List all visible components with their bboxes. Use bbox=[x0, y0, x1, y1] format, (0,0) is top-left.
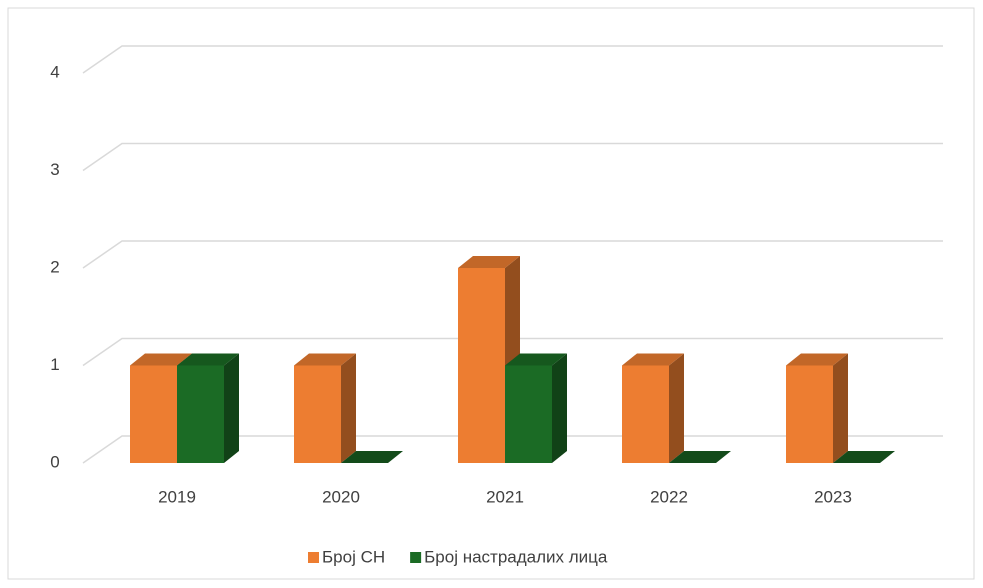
bar bbox=[786, 353, 848, 463]
bar-front bbox=[177, 365, 224, 463]
grid-line bbox=[82, 45, 943, 74]
bar-front bbox=[130, 365, 177, 463]
bar-top bbox=[458, 256, 520, 268]
grid-line bbox=[82, 142, 943, 172]
bar-top bbox=[177, 353, 239, 366]
bar-top bbox=[294, 353, 356, 366]
bar-side bbox=[224, 353, 239, 463]
bar-side bbox=[341, 353, 356, 463]
bar-top bbox=[505, 353, 567, 366]
bar-top bbox=[833, 451, 895, 463]
bar-top bbox=[622, 353, 684, 366]
grid-line bbox=[82, 337, 943, 367]
grid-line bbox=[82, 240, 943, 269]
legend-label: Број СН bbox=[322, 547, 385, 566]
x-tick-label: 2019 bbox=[158, 487, 196, 506]
legend-swatch bbox=[308, 552, 319, 563]
x-tick-label: 2023 bbox=[814, 487, 852, 506]
bar-front bbox=[294, 365, 341, 463]
y-tick-label: 4 bbox=[50, 62, 59, 81]
bar bbox=[505, 353, 567, 463]
y-tick-label: 1 bbox=[50, 355, 59, 374]
bar-side bbox=[833, 353, 848, 463]
bar-top bbox=[669, 451, 731, 463]
bar bbox=[294, 353, 356, 463]
bar-front bbox=[786, 365, 833, 463]
bar bbox=[341, 451, 403, 463]
bar-top bbox=[786, 353, 848, 366]
x-tick-label: 2021 bbox=[486, 487, 524, 506]
y-tick-label: 0 bbox=[50, 452, 59, 471]
y-tick-label: 3 bbox=[50, 160, 59, 179]
bar bbox=[177, 353, 239, 463]
legend-label: Број настрадалих лица bbox=[424, 547, 608, 566]
x-tick-label: 2020 bbox=[322, 487, 360, 506]
bar-front bbox=[622, 365, 669, 463]
y-tick-label: 2 bbox=[50, 257, 59, 276]
bar bbox=[622, 353, 684, 463]
bar bbox=[669, 451, 731, 463]
bar-top bbox=[130, 353, 192, 366]
bar-front bbox=[505, 365, 552, 463]
bar-front bbox=[458, 268, 505, 463]
bar-side bbox=[552, 353, 567, 463]
x-tick-label: 2022 bbox=[650, 487, 688, 506]
bar bbox=[833, 451, 895, 463]
bar-side bbox=[669, 353, 684, 463]
bar-top bbox=[341, 451, 403, 463]
legend-swatch bbox=[410, 552, 422, 563]
